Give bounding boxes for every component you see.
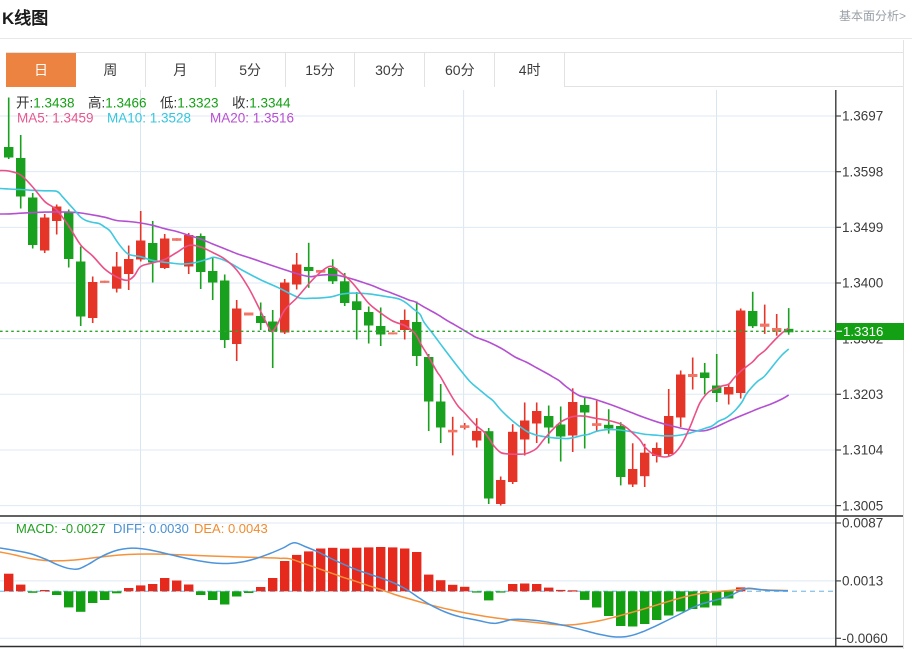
svg-text:DEA: 0.0043: DEA: 0.0043 [194, 521, 268, 536]
svg-text:MA10: 1.3528: MA10: 1.3528 [107, 111, 191, 126]
svg-text:低:1.3323: 低:1.3323 [160, 96, 219, 111]
svg-text:1.3697: 1.3697 [842, 109, 883, 124]
svg-text:-0.0060: -0.0060 [842, 631, 888, 646]
svg-text:MA20: 1.3516: MA20: 1.3516 [210, 111, 294, 126]
svg-text:1.3005: 1.3005 [842, 498, 883, 513]
svg-text:1.3104: 1.3104 [842, 443, 884, 458]
svg-text:1.3400: 1.3400 [842, 276, 883, 291]
svg-text:开:1.3438: 开:1.3438 [16, 96, 75, 111]
svg-text:收:1.3344: 收:1.3344 [232, 96, 291, 111]
svg-text:MA5: 1.3459: MA5: 1.3459 [17, 111, 94, 126]
svg-text:1.3598: 1.3598 [842, 164, 883, 179]
svg-text:0.0087: 0.0087 [842, 516, 883, 531]
svg-text:1.3499: 1.3499 [842, 220, 883, 235]
svg-text:DIFF: 0.0030: DIFF: 0.0030 [113, 521, 189, 536]
svg-text:MACD: -0.0027: MACD: -0.0027 [16, 521, 106, 536]
svg-text:0.0013: 0.0013 [842, 574, 883, 589]
svg-text:高:1.3466: 高:1.3466 [88, 95, 147, 111]
svg-text:1.3203: 1.3203 [842, 387, 883, 402]
svg-text:1.3316: 1.3316 [843, 324, 883, 339]
